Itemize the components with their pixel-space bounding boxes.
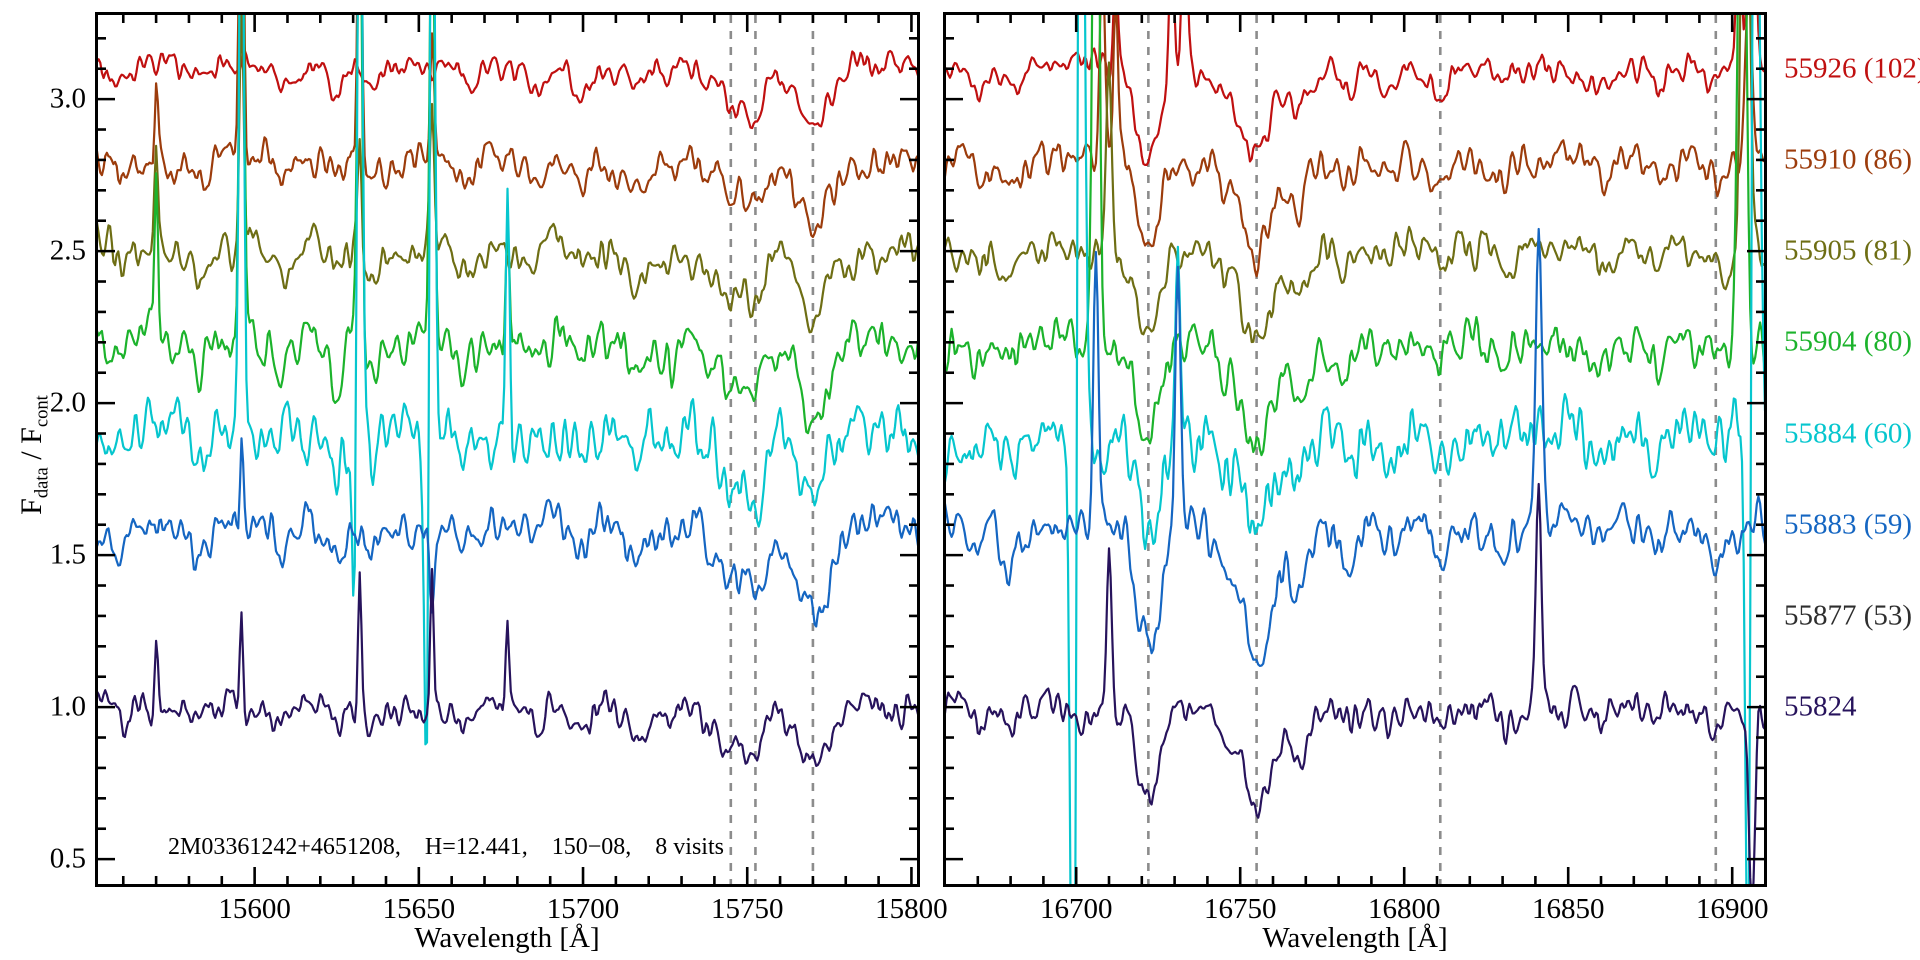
y-tick-label: 1.5 — [49, 538, 86, 571]
spectrum-curve-55910 — [95, 12, 919, 239]
x-tick-label: 16800 — [1367, 893, 1441, 925]
panel-border — [943, 12, 1767, 887]
spectrum-curve-55904 — [944, 12, 1767, 457]
target-annotation: 2M03361242+4651208, H=12.441, 150−08, 8 … — [168, 834, 724, 860]
spectrum-curve-55824 — [943, 482, 1766, 887]
spectra-plot-area — [95, 12, 920, 887]
spectrum-curve-55883 — [943, 227, 1767, 668]
x-tick-label: 16700 — [1039, 893, 1113, 925]
spectrum-curve-55884 — [95, 12, 920, 746]
epoch-label-55883: 55883 (59) — [1784, 508, 1913, 541]
spectra-plot-area — [943, 12, 1767, 887]
y-tick-label: 1.0 — [49, 690, 86, 723]
x-tick-label: 16750 — [1203, 893, 1277, 925]
panel-border — [95, 12, 920, 887]
epoch-label-55884: 55884 (60) — [1784, 417, 1913, 450]
x-tick-label: 15700 — [546, 893, 620, 925]
spectrum-curve-55926 — [944, 12, 1766, 166]
y-tick-label: 2.0 — [49, 386, 86, 419]
x-tick-label: 15650 — [382, 893, 456, 925]
x-tick-label: 16850 — [1531, 893, 1605, 925]
x-tick-label: 15750 — [710, 893, 784, 925]
epoch-label-55926: 55926 (102) — [1784, 52, 1920, 85]
spectra-panel-left — [95, 12, 920, 887]
y-axis-title-f: F — [14, 498, 48, 515]
spectra-panel-right — [943, 12, 1767, 887]
x-axis-title-right: Wavelength [Å] — [1262, 922, 1448, 954]
spectrum-curve-55824 — [96, 567, 920, 768]
y-tick-label: 2.5 — [49, 234, 86, 267]
y-tick-label: 0.5 — [49, 842, 86, 875]
spectrum-curve-55905 — [95, 12, 920, 334]
spectrum-curve-55905 — [943, 12, 1766, 344]
x-axis-title-left: Wavelength [Å] — [414, 922, 600, 954]
y-axis-title-mid: / F — [14, 427, 48, 468]
spectrum-curve-55883 — [95, 437, 920, 628]
epoch-label-55905: 55905 (81) — [1784, 234, 1913, 267]
epoch-label-55910: 55910 (86) — [1784, 143, 1913, 176]
y-axis-title: Fdata / Fcont — [15, 395, 54, 515]
epoch-label-55877: 55877 (53) — [1784, 599, 1913, 632]
spectrum-curve-55884 — [943, 12, 1767, 887]
x-tick-label: 15600 — [218, 893, 291, 925]
x-tick-label: 16900 — [1695, 893, 1769, 925]
spectrum-curve-55910 — [943, 12, 1766, 278]
epoch-label-55824: 55824 — [1784, 690, 1857, 723]
x-tick-label: 15800 — [875, 893, 948, 925]
epoch-label-55904: 55904 (80) — [1784, 325, 1913, 358]
y-axis-title-sub-data: data — [31, 467, 53, 499]
spectrum-curve-55926 — [96, 49, 920, 130]
y-tick-label: 3.0 — [49, 82, 86, 115]
